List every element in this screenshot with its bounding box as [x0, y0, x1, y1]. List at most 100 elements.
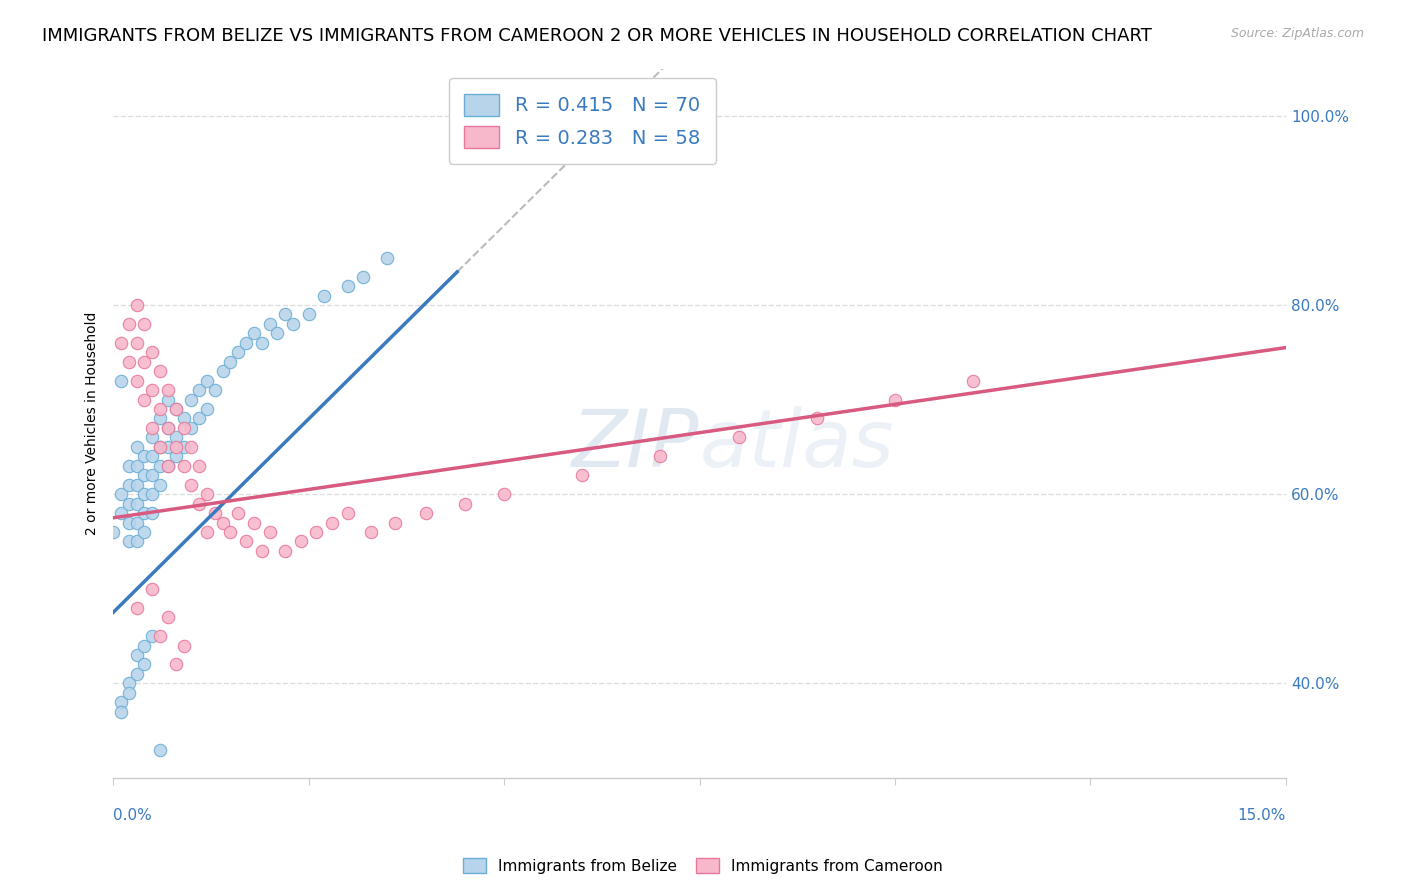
Point: [321, 516, 343, 530]
Point: [188, 411, 211, 425]
Point: [149, 629, 172, 643]
Point: [226, 506, 249, 520]
Point: [384, 516, 406, 530]
Point: [125, 374, 148, 388]
Point: [141, 421, 163, 435]
Point: [156, 458, 179, 473]
Point: [125, 666, 148, 681]
Point: [118, 686, 141, 700]
Point: [250, 335, 273, 350]
Point: [149, 364, 172, 378]
Point: [188, 458, 211, 473]
Point: [226, 345, 249, 359]
Point: [118, 676, 141, 690]
Point: [110, 374, 132, 388]
Point: [141, 582, 163, 596]
Point: [125, 477, 148, 491]
Point: [118, 497, 141, 511]
Y-axis label: 2 or more Vehicles in Household: 2 or more Vehicles in Household: [86, 311, 100, 535]
Point: [134, 639, 156, 653]
Point: [243, 516, 266, 530]
Point: [180, 477, 202, 491]
Point: [134, 468, 156, 483]
Point: [118, 477, 141, 491]
Point: [962, 374, 984, 388]
Text: 0.0%: 0.0%: [114, 808, 152, 823]
Point: [134, 524, 156, 539]
Point: [156, 383, 179, 397]
Point: [141, 383, 163, 397]
Point: [165, 402, 187, 417]
Point: [149, 440, 172, 454]
Point: [290, 534, 312, 549]
Point: [125, 440, 148, 454]
Point: [118, 458, 141, 473]
Point: [165, 657, 187, 672]
Point: [118, 355, 141, 369]
Text: ZIP: ZIP: [572, 406, 700, 483]
Point: [219, 524, 242, 539]
Point: [134, 392, 156, 407]
Point: [204, 506, 226, 520]
Point: [259, 524, 281, 539]
Point: [156, 440, 179, 454]
Point: [650, 450, 672, 464]
Point: [219, 355, 242, 369]
Point: [235, 335, 257, 350]
Point: [103, 524, 125, 539]
Point: [243, 326, 266, 341]
Point: [195, 402, 218, 417]
Point: [125, 600, 148, 615]
Point: [204, 383, 226, 397]
Point: [235, 534, 257, 549]
Point: [118, 317, 141, 331]
Point: [156, 421, 179, 435]
Point: [884, 392, 907, 407]
Point: [211, 516, 233, 530]
Point: [110, 335, 132, 350]
Point: [110, 487, 132, 501]
Point: [141, 629, 163, 643]
Point: [180, 392, 202, 407]
Point: [173, 440, 195, 454]
Point: [149, 440, 172, 454]
Point: [125, 534, 148, 549]
Point: [125, 335, 148, 350]
Point: [375, 251, 398, 265]
Point: [173, 411, 195, 425]
Legend: R = 0.415   N = 70, R = 0.283   N = 58: R = 0.415 N = 70, R = 0.283 N = 58: [449, 78, 716, 164]
Point: [141, 430, 163, 444]
Point: [134, 317, 156, 331]
Point: [149, 411, 172, 425]
Point: [305, 524, 328, 539]
Point: [118, 534, 141, 549]
Point: [110, 506, 132, 520]
Point: [180, 421, 202, 435]
Point: [360, 524, 382, 539]
Point: [118, 516, 141, 530]
Point: [134, 355, 156, 369]
Point: [156, 458, 179, 473]
Point: [149, 477, 172, 491]
Text: IMMIGRANTS FROM BELIZE VS IMMIGRANTS FROM CAMEROON 2 OR MORE VEHICLES IN HOUSEHO: IMMIGRANTS FROM BELIZE VS IMMIGRANTS FRO…: [42, 27, 1152, 45]
Point: [188, 497, 211, 511]
Point: [165, 450, 187, 464]
Point: [110, 705, 132, 719]
Point: [494, 487, 516, 501]
Point: [141, 506, 163, 520]
Point: [250, 544, 273, 558]
Point: [336, 279, 359, 293]
Point: [141, 487, 163, 501]
Point: [156, 610, 179, 624]
Text: Source: ZipAtlas.com: Source: ZipAtlas.com: [1230, 27, 1364, 40]
Text: atlas: atlas: [700, 406, 894, 483]
Point: [314, 288, 336, 302]
Point: [352, 269, 374, 284]
Point: [165, 402, 187, 417]
Point: [281, 317, 304, 331]
Point: [266, 326, 288, 341]
Point: [110, 695, 132, 709]
Point: [806, 411, 828, 425]
Point: [195, 524, 218, 539]
Point: [195, 374, 218, 388]
